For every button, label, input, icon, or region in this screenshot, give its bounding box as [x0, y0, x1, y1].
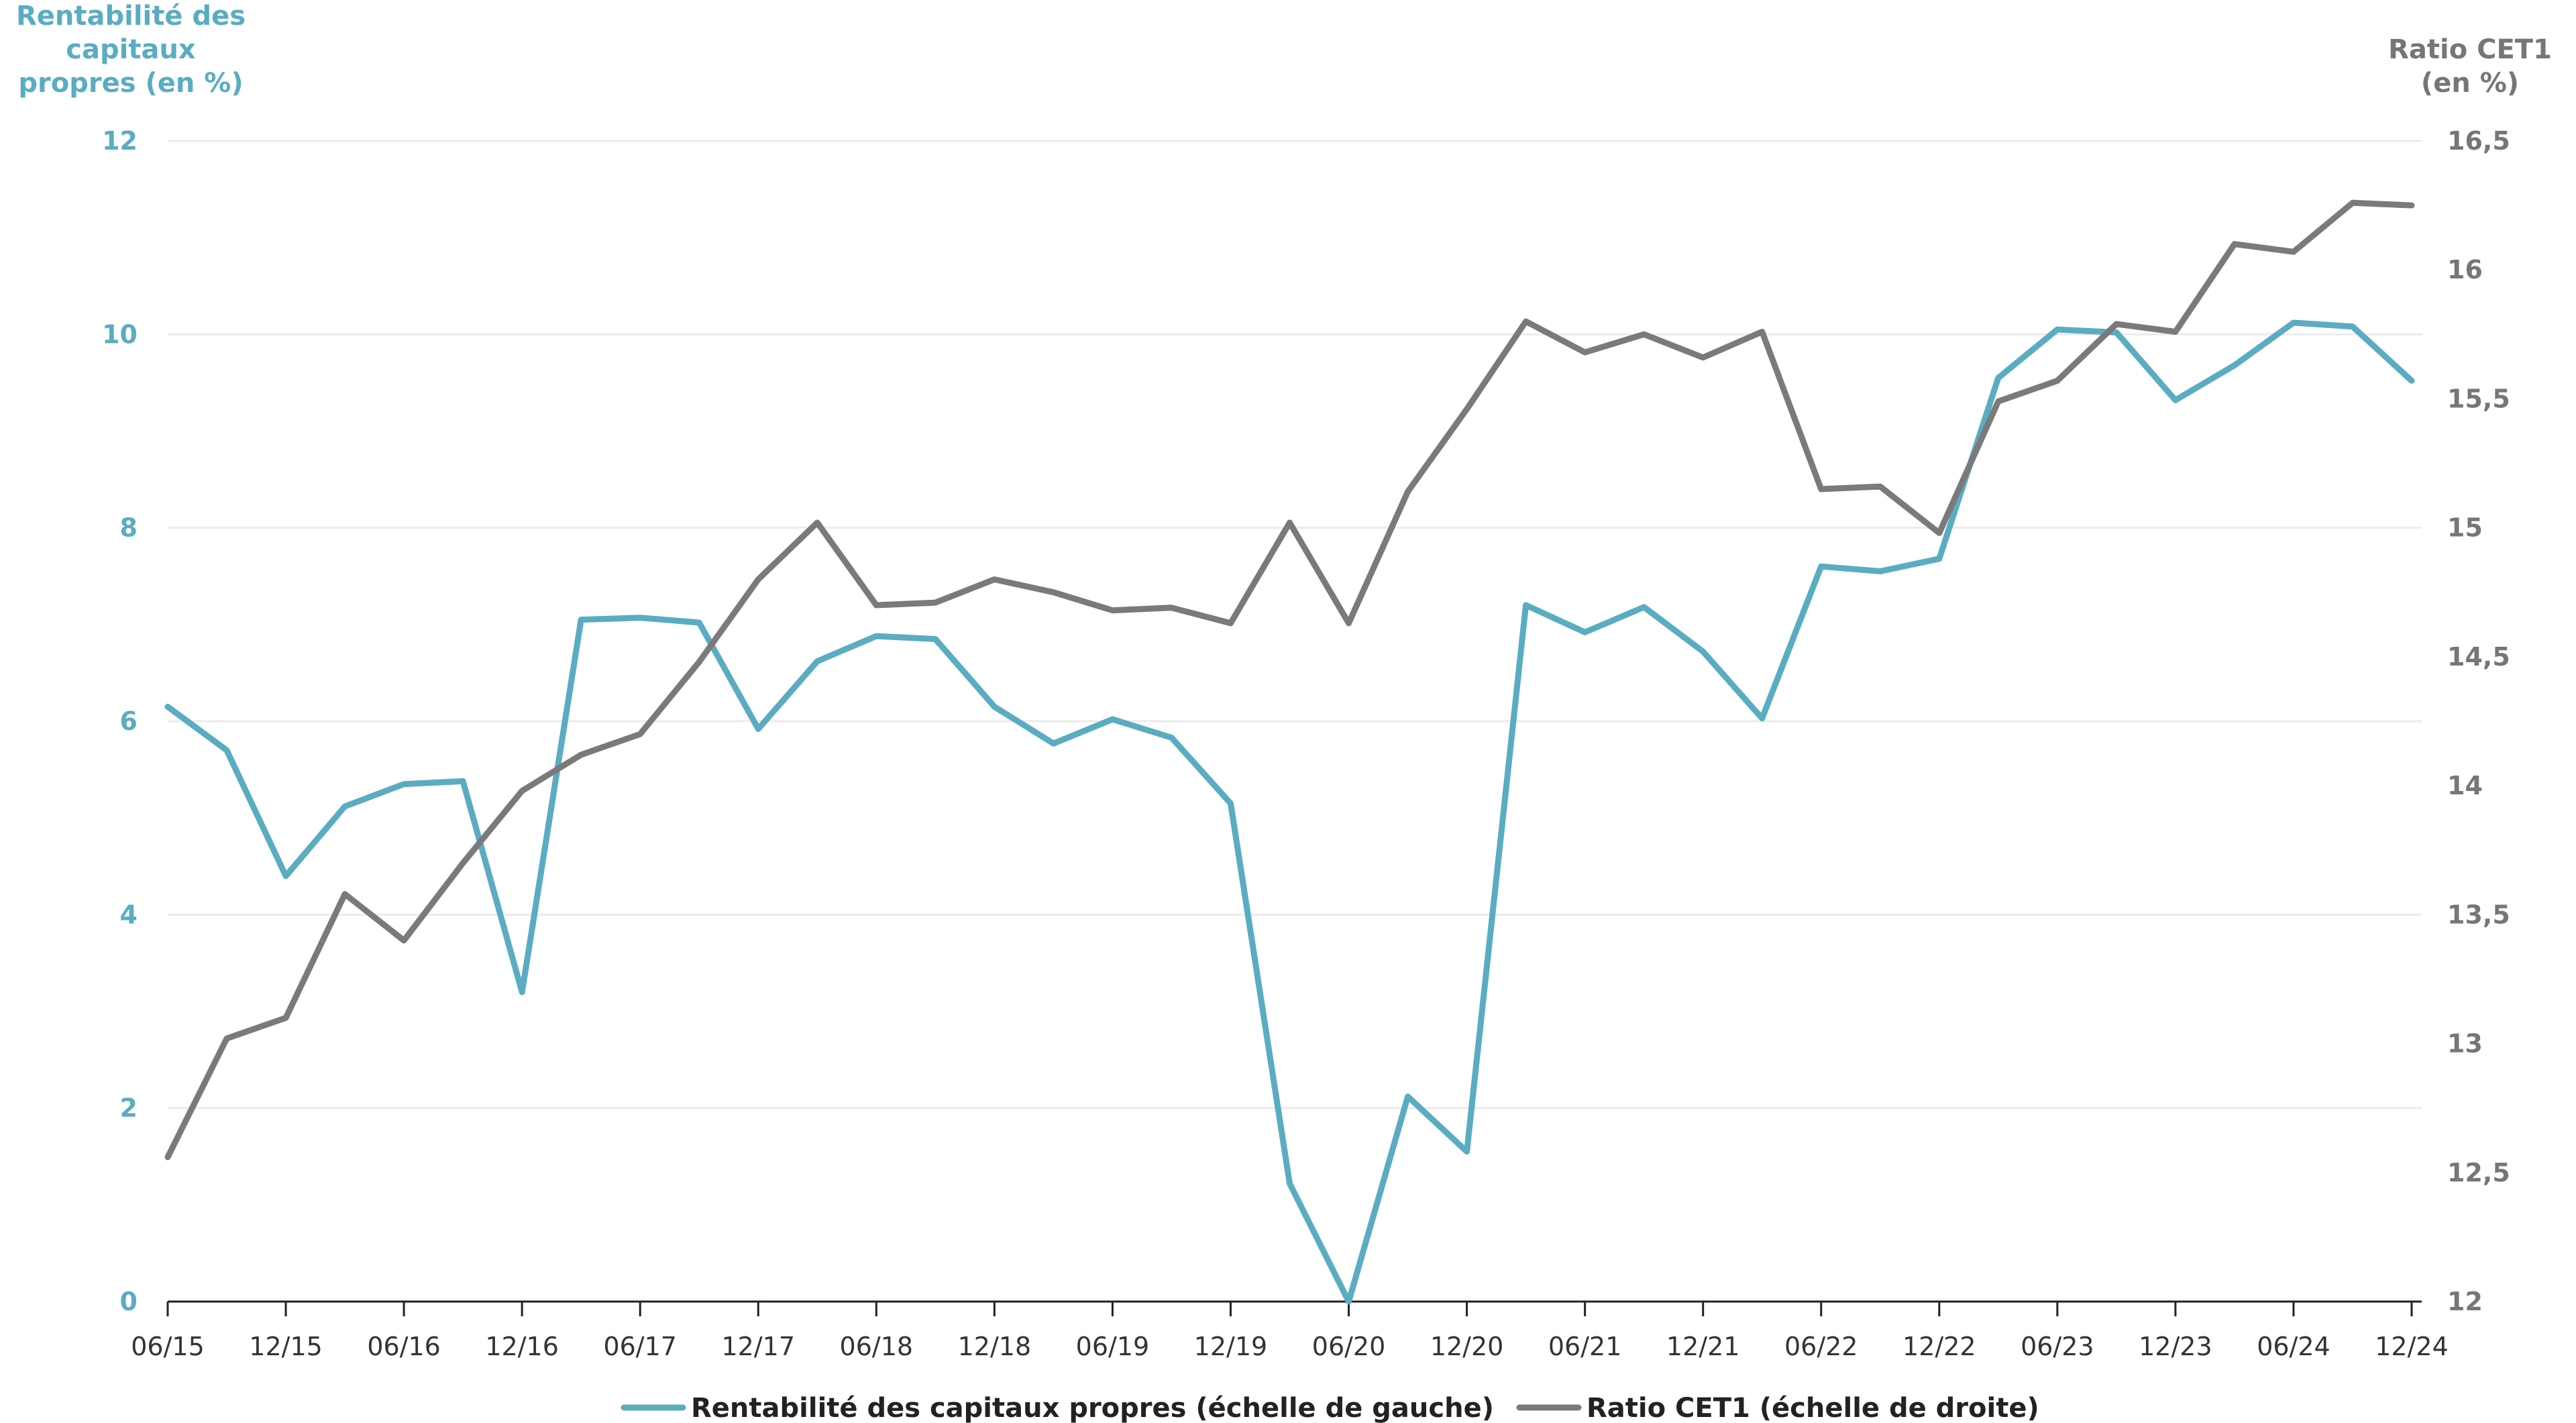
legend-label-1: Rentabilité des capitaux propres (échell… — [691, 1393, 1494, 1423]
left-axis-title: Rentabilité des — [16, 1, 246, 32]
x-tick-label: 06/22 — [1784, 1332, 1858, 1361]
x-tick-label: 06/23 — [2021, 1332, 2094, 1361]
left-tick-label: 2 — [120, 1094, 138, 1123]
x-tick-label: 06/18 — [840, 1332, 914, 1361]
grid-lines — [168, 140, 2422, 1110]
right-axis-ticks: 12 12,5 13 13,5 14 14,5 15 15,5 16 16,5 — [2447, 126, 2510, 1316]
left-tick-label: 6 — [120, 706, 138, 736]
right-tick-label: 12 — [2447, 1287, 2483, 1316]
x-tick-label: 06/20 — [1312, 1332, 1386, 1361]
left-axis-title: capitaux — [66, 34, 196, 65]
x-tick-label: 06/16 — [367, 1332, 441, 1361]
left-axis-title: propres (en %) — [18, 68, 243, 99]
left-tick-label: 8 — [120, 513, 138, 543]
x-tick-label: 12/18 — [958, 1332, 1032, 1361]
x-tick-label: 06/15 — [131, 1332, 205, 1361]
left-tick-label: 0 — [120, 1287, 138, 1316]
right-axis-title: Ratio CET1 — [2388, 34, 2552, 65]
right-tick-label: 13,5 — [2447, 900, 2510, 929]
right-axis-title: (en %) — [2421, 68, 2519, 99]
series-line-1 — [164, 319, 2415, 1305]
left-tick-label: 10 — [102, 319, 138, 349]
legend: Rentabilité des capitaux propres (échell… — [621, 1393, 2039, 1423]
x-tick-label: 12/19 — [1194, 1332, 1268, 1361]
x-tick-label: 12/24 — [2375, 1332, 2449, 1361]
right-tick-label: 14,5 — [2447, 642, 2510, 672]
left-tick-label: 12 — [102, 126, 138, 156]
x-tick-label: 06/24 — [2257, 1332, 2330, 1361]
right-tick-label: 12,5 — [2447, 1158, 2510, 1188]
x-tick-label: 12/17 — [722, 1332, 796, 1361]
x-tick-label: 12/22 — [1902, 1332, 1976, 1361]
right-tick-label: 16 — [2447, 255, 2483, 284]
x-tick-label: 12/23 — [2139, 1332, 2212, 1361]
right-tick-label: 16,5 — [2447, 126, 2510, 156]
left-tick-label: 4 — [120, 900, 138, 929]
x-axis-ticks: 06/15 12/15 06/16 12/16 06/17 12/17 06/18 12/18… — [131, 1302, 2449, 1361]
right-tick-label: 15 — [2447, 513, 2483, 543]
series-lines — [164, 199, 2415, 1305]
x-tick-label: 12/20 — [1430, 1332, 1504, 1361]
left-axis-ticks: 0 2 4 6 8 10 12 — [102, 126, 138, 1316]
x-tick-label: 06/17 — [603, 1332, 677, 1361]
right-tick-label: 13 — [2447, 1029, 2483, 1059]
x-tick-label: 12/16 — [485, 1332, 559, 1361]
legend-label-2: Ratio CET1 (échelle de droite) — [1587, 1393, 2039, 1423]
x-tick-label: 12/15 — [249, 1332, 323, 1361]
x-tick-label: 12/21 — [1666, 1332, 1740, 1361]
right-tick-label: 15,5 — [2447, 384, 2510, 413]
series-line-2 — [164, 199, 2415, 1161]
x-tick-label: 06/21 — [1548, 1332, 1622, 1361]
x-tick-label: 06/19 — [1076, 1332, 1150, 1361]
right-tick-label: 14 — [2447, 771, 2483, 800]
